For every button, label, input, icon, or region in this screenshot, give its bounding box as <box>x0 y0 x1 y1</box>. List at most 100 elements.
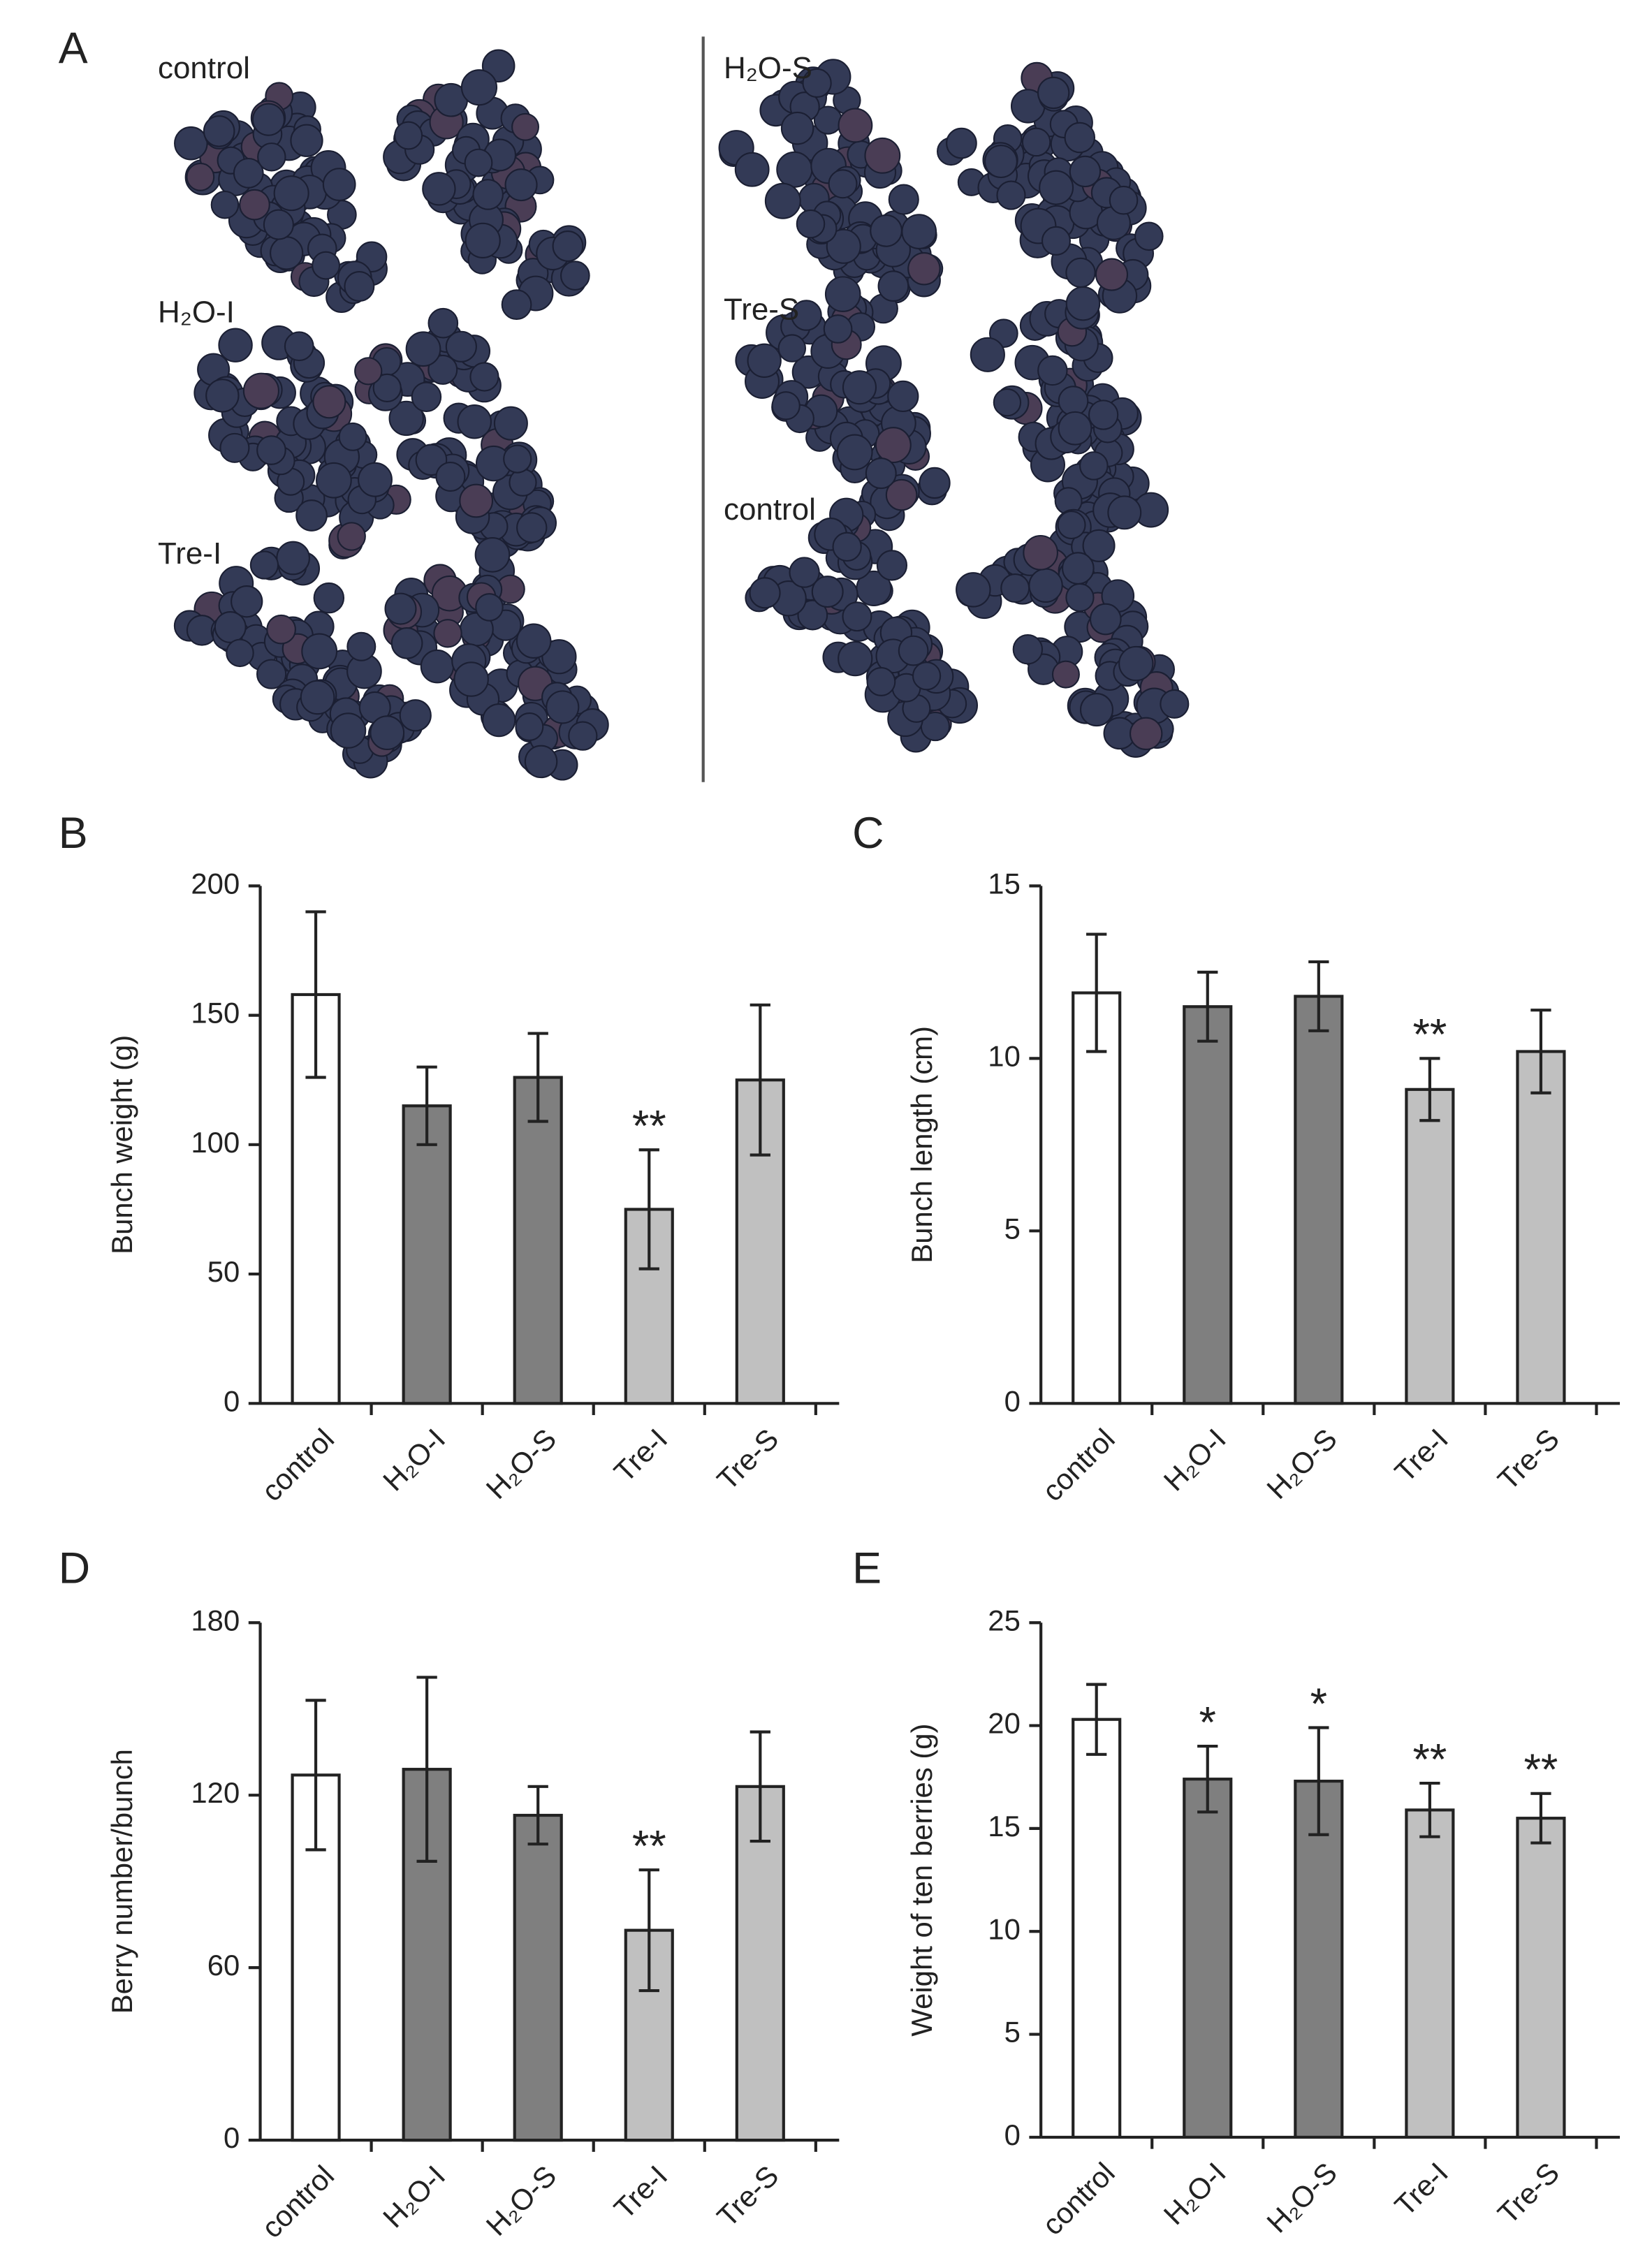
grape <box>354 357 383 386</box>
grape <box>546 690 580 724</box>
grape <box>503 444 532 474</box>
y-tick-label: 20 <box>988 1707 1021 1740</box>
grape <box>256 435 286 465</box>
grape <box>1028 568 1063 603</box>
grape <box>257 142 286 172</box>
bar <box>1183 1778 1233 2139</box>
grape <box>1069 155 1102 188</box>
grape <box>824 276 861 312</box>
grape <box>811 576 844 608</box>
bar <box>1516 1817 1566 2139</box>
grape <box>541 639 577 675</box>
error-bar <box>527 1032 548 1123</box>
grape <box>394 121 423 150</box>
grape <box>1000 573 1030 603</box>
grape <box>504 168 538 202</box>
grape <box>1107 495 1142 530</box>
grape <box>1064 122 1096 154</box>
grape <box>1058 386 1089 417</box>
grape <box>780 111 814 145</box>
error-bar <box>1419 1781 1440 1838</box>
grape <box>511 112 539 141</box>
grape <box>870 214 902 247</box>
significance: * <box>1199 1698 1216 1747</box>
grape <box>828 169 858 199</box>
grape <box>956 572 991 608</box>
bar <box>735 1785 785 2142</box>
error-bar <box>1530 1792 1551 1845</box>
grape <box>885 478 918 511</box>
grape <box>475 593 504 622</box>
grape <box>337 522 366 551</box>
group-label: Tre-S <box>724 292 799 326</box>
grape <box>865 457 897 490</box>
grape <box>493 406 528 441</box>
bar <box>402 1104 452 1405</box>
bar <box>1072 1718 1122 2139</box>
grape <box>210 190 240 219</box>
grape <box>457 404 492 439</box>
bar <box>1516 1050 1566 1405</box>
significance: ** <box>632 1822 666 1870</box>
grape <box>313 582 345 614</box>
grape <box>384 592 417 625</box>
grape <box>796 209 826 239</box>
grape <box>1065 583 1095 613</box>
bar <box>1294 995 1344 1405</box>
grape <box>1041 226 1072 256</box>
grape <box>1062 552 1095 585</box>
error-bar <box>527 1785 548 1846</box>
grape <box>174 126 208 161</box>
grape <box>270 236 304 270</box>
grape <box>399 699 432 732</box>
grape <box>242 372 279 409</box>
grape <box>263 209 294 240</box>
grape <box>338 422 367 451</box>
grape <box>524 745 558 779</box>
grape <box>316 462 352 499</box>
grape <box>186 162 215 191</box>
grape <box>777 334 807 362</box>
grape <box>464 148 493 177</box>
grape <box>836 434 873 471</box>
grape <box>330 712 367 749</box>
y-tick-label: 120 <box>191 1776 240 1809</box>
grape <box>970 337 1005 372</box>
grape <box>864 137 901 174</box>
grape <box>509 468 537 497</box>
grape <box>1021 127 1051 157</box>
error-bar <box>1197 970 1218 1043</box>
error-bar <box>638 1148 659 1270</box>
error-bar <box>1530 1009 1551 1094</box>
error-bar <box>416 1676 437 1863</box>
grape <box>560 261 590 291</box>
grape <box>474 537 511 573</box>
panel-label: A <box>59 24 88 73</box>
grape <box>907 252 941 286</box>
grape <box>251 103 286 136</box>
y-tick-label: 50 <box>207 1255 240 1288</box>
grape <box>1065 286 1101 321</box>
error-bar <box>638 1868 659 1993</box>
grape <box>826 228 861 264</box>
grape <box>427 307 459 339</box>
group-label: control <box>724 492 816 527</box>
grape <box>838 640 873 677</box>
grape <box>877 270 909 302</box>
grape <box>300 680 335 715</box>
grape <box>823 314 853 344</box>
grape <box>312 251 341 280</box>
bar <box>1405 1087 1455 1405</box>
grape <box>552 230 584 262</box>
grape <box>888 184 919 215</box>
grape <box>445 330 477 362</box>
grape <box>472 179 504 210</box>
grape <box>1023 534 1058 571</box>
grape <box>734 152 770 187</box>
grape <box>219 432 250 463</box>
grape <box>516 623 552 659</box>
y-tick-label: 25 <box>988 1604 1021 1636</box>
error-bar <box>305 1699 326 1852</box>
grape <box>435 461 466 492</box>
